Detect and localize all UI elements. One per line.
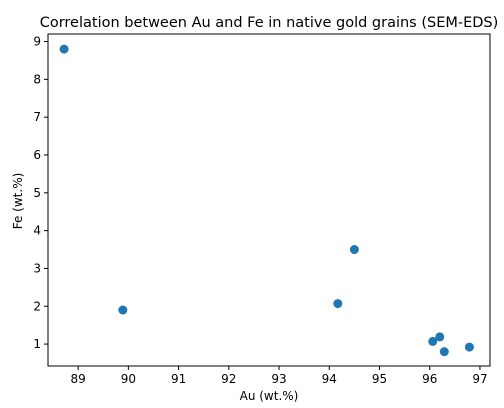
data-point-2 <box>118 305 128 315</box>
data-point-5 <box>428 336 438 346</box>
x-tick-label: 90 <box>121 372 136 386</box>
data-point-7 <box>439 347 449 357</box>
y-tick-label: 1 <box>33 337 41 351</box>
y-tick-label: 9 <box>33 35 41 49</box>
y-tick-label: 7 <box>33 110 41 124</box>
data-point-3 <box>333 299 343 309</box>
x-tick-label: 94 <box>322 372 337 386</box>
y-tick-label: 5 <box>33 186 41 200</box>
data-points <box>59 44 474 357</box>
x-tick-label: 97 <box>472 372 487 386</box>
y-tick-label: 3 <box>33 261 41 275</box>
data-point-1 <box>59 44 69 54</box>
y-tick-label: 6 <box>33 148 41 162</box>
data-point-8 <box>464 342 474 352</box>
y-axis-ticks: 1 2 3 4 5 6 7 8 9 <box>33 35 48 351</box>
data-point-4 <box>349 245 359 255</box>
data-point-6 <box>435 332 445 342</box>
y-tick-label: 8 <box>33 72 41 86</box>
x-tick-label: 92 <box>221 372 236 386</box>
x-tick-label: 96 <box>422 372 437 386</box>
x-tick-label: 91 <box>171 372 186 386</box>
chart-title: Correlation between Au and Fe in native … <box>40 15 499 31</box>
y-axis-label: Fe (wt.%) <box>11 173 25 230</box>
x-tick-label: 95 <box>372 372 387 386</box>
x-axis-label: Au (wt.%) <box>240 389 299 403</box>
y-tick-label: 4 <box>33 224 41 238</box>
plot-frame <box>47 33 491 367</box>
x-tick-label: 89 <box>70 372 85 386</box>
y-tick-label: 2 <box>33 299 41 313</box>
x-axis-ticks: 89 90 91 92 93 94 95 96 97 <box>70 366 488 386</box>
plot-area <box>47 33 491 367</box>
x-tick-label: 93 <box>271 372 286 386</box>
